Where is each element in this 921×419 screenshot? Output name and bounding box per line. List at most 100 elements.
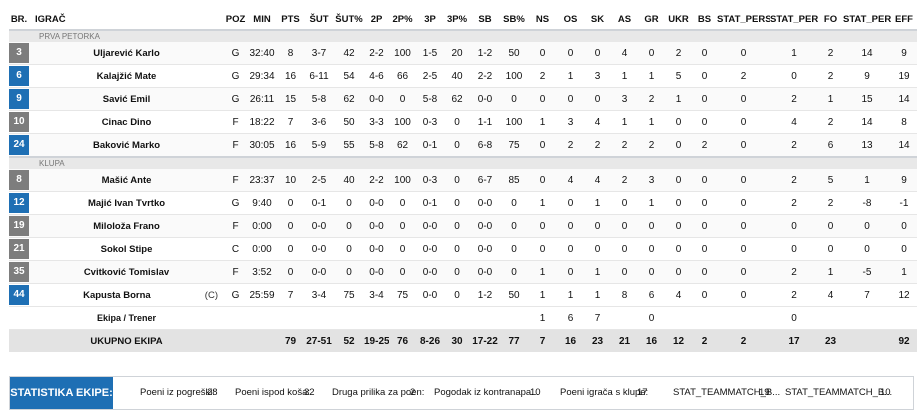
player-name-cell[interactable]: Miloloža Frano	[29, 214, 224, 238]
player-name-cell: UKUPNO EKIPA	[29, 329, 224, 352]
stat-sutp: 75	[334, 283, 364, 307]
column-header[interactable]: GR	[638, 9, 665, 31]
stat-sbp: 0	[500, 260, 528, 284]
stat-sbp: 0	[500, 87, 528, 111]
stat-poz: G	[224, 42, 247, 65]
column-header[interactable]: SK	[584, 9, 611, 31]
stat-min: 9:40	[247, 191, 277, 215]
column-header[interactable]: BS	[692, 9, 717, 31]
player-name[interactable]: Kapusta Borna	[83, 289, 151, 301]
player-row: 19 Miloloža Frano F 0:00 0 0-0 0 0-0 0 0-0 0 0-0 0 0 0…	[9, 214, 917, 238]
column-header[interactable]: SB	[470, 9, 500, 31]
player-name-cell[interactable]: Savić Emil	[29, 87, 224, 111]
column-header[interactable]: FO	[818, 9, 843, 31]
column-header[interactable]: AS	[611, 9, 638, 31]
stat-sk: 0	[584, 87, 611, 111]
stat-bs: 0	[692, 110, 717, 134]
column-header[interactable]: EFF	[891, 9, 917, 31]
team-stat-label: STAT_TEAMMATCH_B...	[673, 387, 781, 398]
player-name-cell[interactable]: Mašić Ante	[29, 169, 224, 192]
jersey-number: 8	[9, 170, 29, 190]
player-name-cell[interactable]: Kalajžić Mate	[29, 64, 224, 88]
column-header[interactable]: OS	[557, 9, 584, 31]
player-row: 10 Cinac Dino F 18:22 7 3-6 50 3-3 100 0-3 0 1-1 100…	[9, 110, 917, 134]
column-header[interactable]: NS	[528, 9, 557, 31]
player-name-cell[interactable]: Cvitković Tomislav	[29, 260, 224, 284]
column-header[interactable]: 2P	[364, 9, 389, 31]
player-name[interactable]: Baković Marko	[92, 139, 161, 151]
stat-sut: 2-5	[304, 169, 334, 192]
stat-sp1: 0	[717, 283, 770, 307]
stat-bs: 0	[692, 214, 717, 238]
column-header[interactable]: BR.	[9, 9, 29, 31]
section-label: KLUPA	[9, 156, 917, 169]
column-header[interactable]: PTS	[277, 9, 304, 31]
player-name[interactable]: Miloloža Frano	[93, 220, 160, 232]
player-name[interactable]: Cinac Dino	[101, 116, 152, 128]
player-row: 3 Uljarević Karlo G 32:40 8 3-7 42 2-2 100 1-5 20 1…	[9, 42, 917, 65]
player-name-cell[interactable]: Uljarević Karlo	[29, 42, 224, 65]
player-name-cell[interactable]: Cinac Dino	[29, 110, 224, 134]
stat-min: 18:22	[247, 110, 277, 134]
column-header[interactable]: POZ	[224, 9, 247, 31]
stat-ukr: 4	[665, 283, 692, 307]
stat-p3p: 0	[444, 169, 470, 192]
column-header[interactable]: STAT_PERS...	[717, 9, 770, 31]
column-header[interactable]: SB%	[500, 9, 528, 31]
stat-poz: F	[224, 260, 247, 284]
stat-min: 29:34	[247, 64, 277, 88]
player-row: 9 Savić Emil G 26:11 15 5-8 62 0-0 0 5-8 62 0-0 0 0 0 0…	[9, 87, 917, 111]
stat-ukr: 0	[665, 110, 692, 134]
column-header[interactable]: MIN	[247, 9, 277, 31]
stat-p2: 0-0	[364, 214, 389, 238]
stat-p3: 0-1	[416, 133, 444, 158]
stat-p2p	[389, 306, 416, 330]
stat-ns: 0	[528, 87, 557, 111]
stat-poz: G	[224, 64, 247, 88]
player-name[interactable]: Majić Ivan Tvrtko	[87, 197, 166, 209]
column-header[interactable]: 3P%	[444, 9, 470, 31]
column-header[interactable]: STAT_PERS...	[770, 9, 818, 31]
column-header[interactable]: ŠUT	[304, 9, 334, 31]
stat-sp1: 0	[717, 42, 770, 65]
column-header[interactable]: UKR	[665, 9, 692, 31]
player-name[interactable]: Uljarević Karlo	[93, 47, 160, 59]
stat-poz: G	[224, 191, 247, 215]
player-name[interactable]: Sokol Stipe	[100, 243, 153, 255]
player-name[interactable]: Kalajžić Mate	[96, 70, 157, 82]
stat-sp3: 9	[843, 64, 891, 88]
stat-sut: 3-4	[304, 283, 334, 307]
player-name[interactable]: Cvitković Tomislav	[83, 266, 170, 278]
column-header[interactable]: IGRAČ	[29, 9, 224, 31]
stat-sutp: 54	[334, 64, 364, 88]
stat-p3: 0-1	[416, 191, 444, 215]
stat-as: 3	[611, 87, 638, 111]
column-header[interactable]: ŠUT%	[334, 9, 364, 31]
column-header[interactable]: STAT_PERS...	[843, 9, 891, 31]
stat-sutp: 42	[334, 42, 364, 65]
player-name[interactable]: Mašić Ante	[101, 174, 152, 186]
stat-sp3: -8	[843, 191, 891, 215]
stat-sp1: 0	[717, 110, 770, 134]
stat-sutp: 0	[334, 237, 364, 261]
stat-p2: 2-2	[364, 169, 389, 192]
stat-sb: 6-8	[470, 133, 500, 158]
player-name-cell[interactable]: Sokol Stipe	[29, 237, 224, 261]
stat-p3: 0-3	[416, 169, 444, 192]
player-name-cell[interactable]: Baković Marko	[29, 133, 224, 158]
column-header[interactable]: 2P%	[389, 9, 416, 31]
stat-pts: 79	[277, 329, 304, 352]
stat-sbp: 77	[500, 329, 528, 352]
player-name[interactable]: Savić Emil	[102, 93, 151, 105]
player-name-cell[interactable]: Majić Ivan Tvrtko	[29, 191, 224, 215]
column-header[interactable]: 3P	[416, 9, 444, 31]
stat-bs: 0	[692, 260, 717, 284]
stat-sp2: 4	[770, 110, 818, 134]
stat-sk: 1	[584, 283, 611, 307]
stat-sb: 0-0	[470, 260, 500, 284]
player-name-cell[interactable]: Kapusta Borna (C)	[29, 283, 224, 307]
stat-sp2: 17	[770, 329, 818, 352]
stat-sut	[304, 306, 334, 330]
section-divider: KLUPA	[9, 156, 917, 169]
team-stat-label: Poeni igrača s klupe:	[560, 387, 649, 398]
